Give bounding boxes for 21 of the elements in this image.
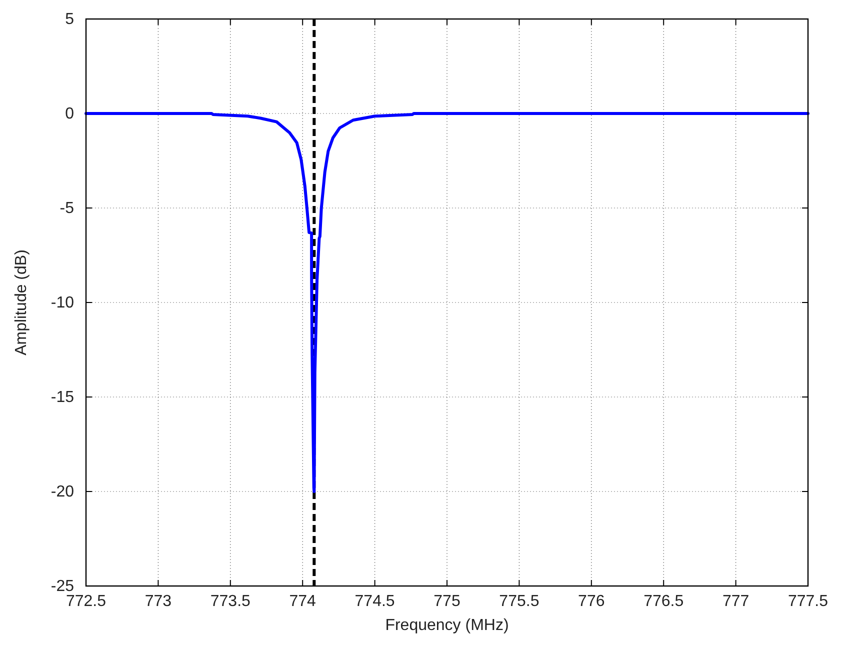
x-tick-label: 775.5 [499, 593, 540, 610]
y-tick-label: -20 [50, 484, 74, 500]
x-tick-label: 777 [722, 593, 750, 610]
x-tick-label: 773 [144, 593, 172, 610]
y-tick-label: -25 [50, 578, 74, 595]
line-series [84, 112, 810, 493]
y-tick-label: -10 [50, 294, 74, 312]
x-tick-label: 775 [434, 593, 460, 610]
y-axis-title: Amplitude (dB) [13, 250, 30, 356]
x-tick-label: 776.5 [644, 593, 684, 610]
y-tick-label: -15 [50, 389, 74, 406]
x-tick-label: 777.5 [788, 593, 828, 610]
y-tick-label: 5 [65, 11, 74, 28]
y-tick-label: -5 [60, 200, 74, 217]
x-tick-label: 774 [289, 593, 316, 610]
x-tick-label: 774.5 [354, 593, 395, 610]
y-tick-label: 0 [65, 106, 74, 122]
x-tick-label: 776 [578, 593, 605, 610]
x-tick-label: 773.5 [210, 593, 251, 610]
x-axis-title: Frequency (MHz) [385, 617, 509, 634]
x-tick-label: 772.5 [66, 593, 106, 610]
